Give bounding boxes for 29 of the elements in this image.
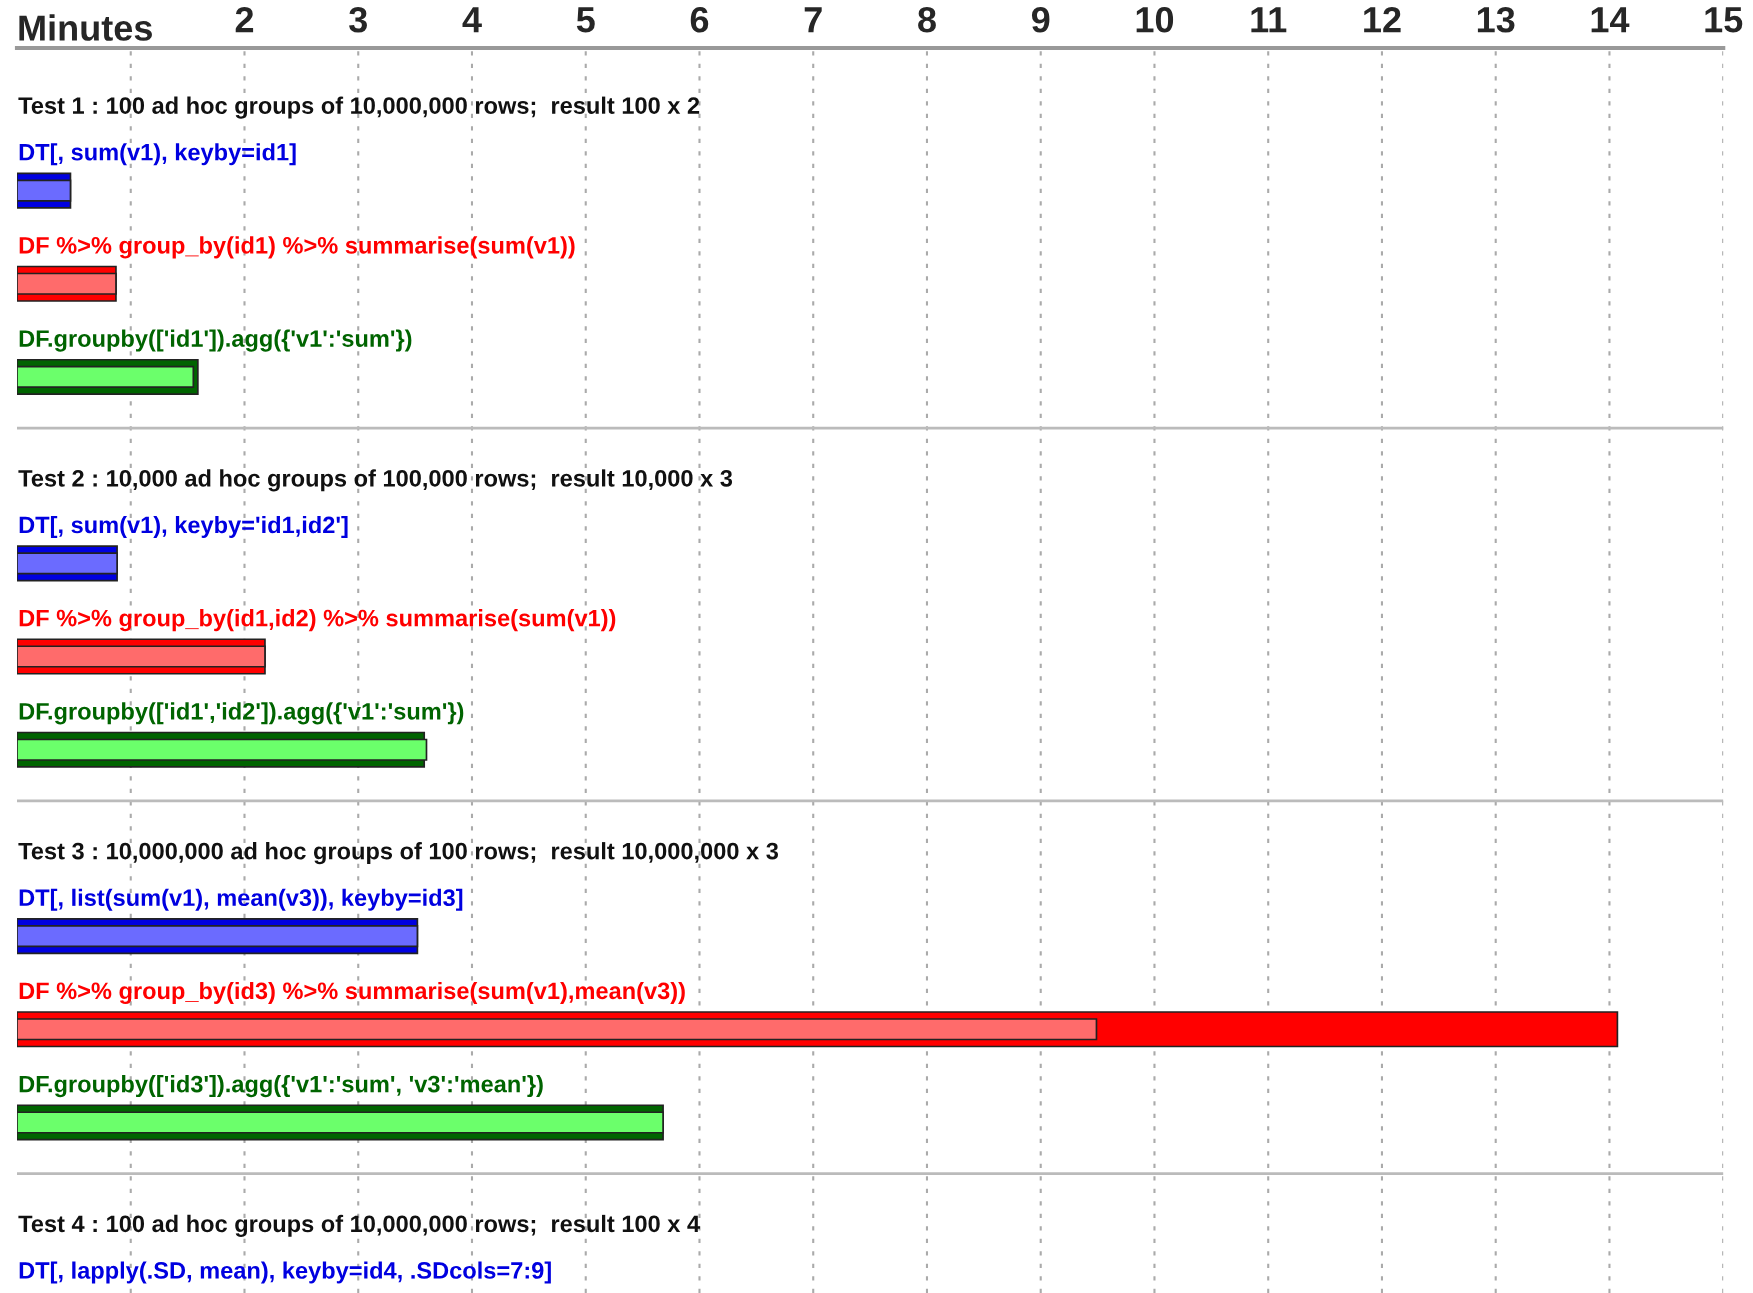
y-tick-label: DT[, sum(v1), keyby=id1] (19, 143, 296, 166)
x-tick-label: 3 (349, 6, 367, 33)
y-tick-label: Test 1 : 100 ad hoc groups of 10,000,000 rows; result 100 x 2 (18, 96, 700, 119)
y-tick-label: Test 3 : 10,000,000 ad hoc groups of 100 rows; result 10,000,000 x 3 (18, 842, 779, 865)
y-tick-label: DF %>% group_by(id3) %>% summarise(sum(v1),mean(v3)) (19, 981, 685, 1004)
x-tick-label: 2 (235, 6, 254, 33)
x-tick-label: 12 (1364, 6, 1401, 33)
y-tick-label: DF %>% group_by(id1) %>% summarise(sum(v1)) (19, 236, 575, 259)
y-tick-label: Test 4 : 100 ad hoc groups of 10,000,000 rows; result 100 x 4 (18, 1214, 700, 1237)
x-tick-label: 13 (1477, 6, 1515, 33)
x-tick-label: 8 (918, 6, 936, 33)
x-tick-label: 15 (1705, 7, 1743, 33)
x-tick-label: 7 (804, 7, 822, 33)
y-tick-label: DT[, list(sum(v1), mean(v3)), keyby=id3] (19, 888, 463, 911)
x-axis-title: Minutes (19, 14, 152, 41)
x-tick-label: 10 (1136, 6, 1174, 33)
x-tick-label: 9 (1031, 6, 1050, 33)
y-tick-label: DF.groupby(['id1','id2']).agg({'v1':'sum'}) (19, 702, 464, 725)
y-tick-label: DF %>% group_by(id1,id2) %>% summarise(sum(v1)) (19, 609, 616, 632)
x-tick-label: 14 (1591, 7, 1630, 33)
y-tick-label: DF.groupby(['id1']).agg({'v1':'sum'}) (19, 329, 412, 352)
y-tick-label: DT[, lapply(.SD, mean), keyby=id4, .SDcols=7:9] (19, 1261, 551, 1284)
y-tick-label: DF.groupby(['id3']).agg({'v1':'sum', 'v3':'mean'}) (19, 1075, 543, 1098)
x-tick-label: 11 (1251, 7, 1287, 33)
x-tick-label: 6 (690, 6, 709, 33)
x-tick-label: 5 (576, 7, 595, 33)
y-tick-label: DT[, sum(v1), keyby='id1,id2'] (19, 515, 348, 538)
x-tick-label: 4 (462, 7, 482, 33)
y-tick-label: Test 2 : 10,000 ad hoc groups of 100,000 rows; result 10,000 x 3 (18, 469, 733, 492)
